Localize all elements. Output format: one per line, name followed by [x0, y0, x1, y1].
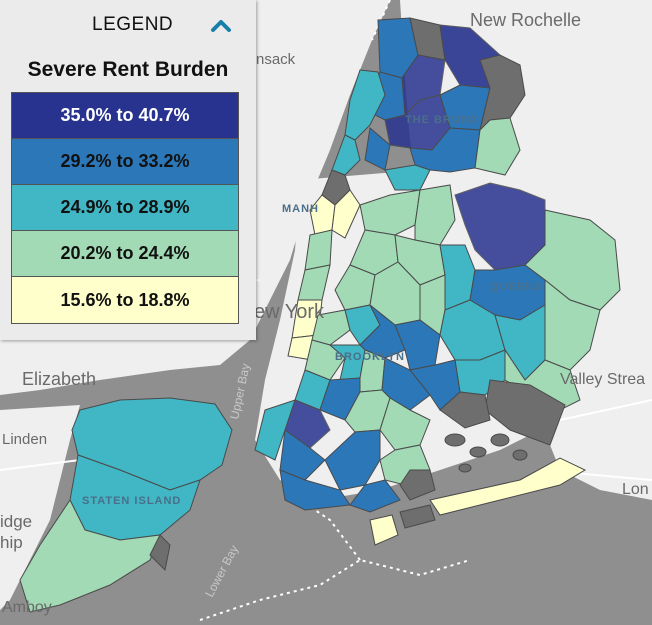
borough-label-the-bronx: THE BRONX	[405, 114, 479, 126]
place-label-elizabeth: Elizabeth	[22, 369, 96, 389]
legend-bin: 29.2% to 33.2%	[12, 139, 238, 185]
place-label-linden: Linden	[2, 431, 47, 448]
legend-header-label: LEGEND	[92, 14, 174, 35]
place-label-new-rochelle: New Rochelle	[470, 10, 581, 30]
legend-bin-label: 20.2% to 24.4%	[60, 243, 190, 263]
jamaica-bay-islands	[444, 433, 528, 473]
queens-districts[interactable]	[334, 182, 621, 446]
place-label-new-york: ew York	[254, 301, 325, 323]
borough-label-staten-island: STATEN ISLAND	[82, 495, 181, 507]
borough-label-queens: QUEENS	[490, 281, 542, 293]
legend-title: Severe Rent Burden	[27, 58, 229, 81]
legend-bin-label: 29.2% to 33.2%	[60, 151, 190, 171]
legend-bin: 20.2% to 24.4%	[12, 231, 238, 277]
place-label-ship: hip	[0, 533, 23, 552]
place-label-amboy: Amboy	[2, 599, 52, 616]
legend-bin-label: 35.0% to 40.7%	[60, 105, 190, 125]
legend-header[interactable]: LEGEND	[0, 6, 256, 42]
legend-swatches: 35.0% to 40.7% 29.2% to 33.2% 24.9% to 2…	[11, 92, 239, 324]
borough-label-manhattan: MANH	[282, 203, 319, 215]
chevron-up-icon	[211, 20, 231, 32]
manhattan-districts[interactable]	[287, 69, 386, 361]
legend-panel: LEGEND Severe Rent Burden 35.0% to 40.7%…	[0, 0, 256, 340]
legend-bin: 15.6% to 18.8%	[12, 277, 238, 323]
legend-collapse-button[interactable]	[206, 10, 236, 40]
legend-bin-label: 15.6% to 18.8%	[60, 289, 190, 310]
place-label-valley-stream: Valley Strea	[560, 371, 645, 388]
place-label-long-beach: Lon	[622, 481, 649, 498]
brooklyn-districts[interactable]	[254, 304, 587, 546]
legend-bin: 35.0% to 40.7%	[12, 93, 238, 139]
staten-island-districts[interactable]	[19, 397, 233, 613]
legend-bin-label: 24.9% to 28.9%	[60, 197, 190, 217]
place-label-hackensack: nsack	[256, 51, 296, 68]
place-label-bridge: idge	[0, 512, 32, 531]
legend-bin: 24.9% to 28.9%	[12, 185, 238, 231]
borough-label-brooklyn: BROOKLYN	[335, 351, 405, 363]
